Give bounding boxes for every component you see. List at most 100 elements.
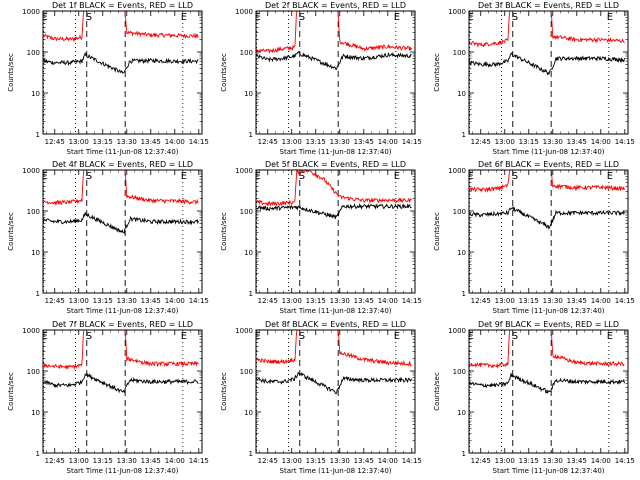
y-axis-label: Counts/sec — [433, 212, 441, 251]
marker-label: E — [607, 12, 613, 23]
panel-5: Det 5f BLACK = Events, RED = LLD Counts/s… — [220, 160, 422, 315]
panel-title: Det 4f BLACK = Events, RED = LLD — [52, 160, 193, 169]
x-tick-label: 14:15 — [189, 297, 209, 305]
series-line-red — [469, 169, 625, 193]
plot-frame — [42, 169, 203, 294]
x-axis-label: Start Time (11-Jun-08 12:37:40) — [280, 148, 392, 156]
panel-title: Det 6f BLACK = Events, RED = LLD — [478, 160, 619, 169]
y-axis-label: Counts/sec — [7, 53, 15, 92]
y-tick-label: 100 — [27, 208, 40, 216]
marker-label: S — [86, 12, 92, 23]
marker-label: E — [468, 171, 474, 182]
y-tick-label: 1 — [36, 450, 40, 458]
x-tick-label: 12:45 — [45, 138, 65, 146]
marker-label: E — [394, 12, 400, 23]
x-tick-label: 14:00 — [591, 297, 611, 305]
y-tick-label: 1 — [462, 131, 466, 139]
x-tick-label: 13:00 — [282, 138, 302, 146]
series-line-black — [256, 203, 412, 220]
y-tick-label: 1000 — [235, 327, 253, 335]
marker-label: S — [299, 171, 305, 182]
series-line-black — [256, 50, 412, 70]
plot-frame — [255, 169, 416, 294]
series-line-red — [43, 329, 199, 371]
y-tick-label: 100 — [240, 49, 253, 57]
x-tick-label: 13:45 — [567, 138, 587, 146]
marker-label: E — [607, 171, 613, 182]
x-tick-label: 13:45 — [141, 138, 161, 146]
y-tick-label: 1 — [249, 290, 253, 298]
y-tick-label: 1000 — [448, 8, 466, 16]
y-axis-label: Counts/sec — [220, 53, 228, 92]
x-tick-label: 14:00 — [165, 457, 185, 465]
x-tick-label: 13:30 — [543, 297, 563, 305]
y-tick-label: 1000 — [235, 167, 253, 175]
y-axis-label: Counts/sec — [220, 372, 228, 411]
y-tick-label: 1 — [249, 450, 253, 458]
y-axis-label: Counts/sec — [7, 212, 15, 251]
x-tick-label: 13:00 — [282, 297, 302, 305]
x-tick-label: 14:15 — [189, 138, 209, 146]
y-tick-label: 100 — [27, 49, 40, 57]
y-tick-label: 10 — [457, 90, 466, 98]
y-tick-label: 1000 — [22, 167, 40, 175]
x-tick-label: 13:15 — [519, 297, 539, 305]
x-tick-label: 14:00 — [165, 138, 185, 146]
x-tick-label: 13:15 — [306, 457, 326, 465]
marker-label: S — [86, 171, 92, 182]
x-axis-label: Start Time (11-Jun-08 12:37:40) — [280, 307, 392, 315]
series-line-red — [469, 329, 625, 369]
x-tick-label: 13:45 — [141, 297, 161, 305]
x-tick-label: 13:45 — [354, 138, 374, 146]
y-tick-label: 100 — [240, 208, 253, 216]
x-tick-label: 13:45 — [354, 457, 374, 465]
x-tick-label: 13:00 — [495, 138, 515, 146]
y-tick-label: 100 — [27, 368, 40, 376]
panel-title: Det 1f BLACK = Events, RED = LLD — [52, 1, 193, 10]
y-tick-label: 1000 — [448, 167, 466, 175]
x-axis-label: Start Time (11-Jun-08 12:37:40) — [493, 148, 605, 156]
plot-frame — [42, 329, 203, 454]
x-tick-label: 12:45 — [258, 138, 278, 146]
y-tick-label: 1 — [36, 131, 40, 139]
series-line-black — [43, 51, 199, 74]
panel-7: Det 7f BLACK = Events, RED = LLD Counts/s… — [7, 320, 209, 475]
x-tick-label: 13:30 — [330, 457, 350, 465]
marker-label: E — [468, 12, 474, 23]
x-tick-label: 13:45 — [567, 457, 587, 465]
y-tick-label: 10 — [31, 90, 40, 98]
x-tick-label: 13:00 — [69, 138, 89, 146]
x-axis-label: Start Time (11-Jun-08 12:37:40) — [67, 148, 179, 156]
x-tick-label: 13:00 — [282, 457, 302, 465]
x-axis-label: Start Time (11-Jun-08 12:37:40) — [493, 467, 605, 475]
x-tick-label: 12:45 — [258, 457, 278, 465]
y-tick-label: 10 — [31, 249, 40, 257]
marker-label: E — [181, 171, 187, 182]
x-tick-label: 13:30 — [543, 138, 563, 146]
x-tick-label: 13:15 — [306, 138, 326, 146]
x-tick-label: 13:45 — [141, 457, 161, 465]
x-tick-label: 14:15 — [189, 457, 209, 465]
x-tick-label: 13:00 — [69, 297, 89, 305]
y-tick-label: 100 — [240, 368, 253, 376]
plot-frame — [468, 10, 629, 135]
y-axis-label: Counts/sec — [433, 372, 441, 411]
y-tick-label: 1 — [36, 290, 40, 298]
series-line-red — [43, 10, 199, 42]
x-tick-label: 13:15 — [306, 297, 326, 305]
plot-frame — [468, 329, 629, 454]
y-tick-label: 1000 — [22, 327, 40, 335]
y-tick-label: 10 — [244, 90, 253, 98]
marker-label: E — [255, 12, 261, 23]
panel-2: Det 2f BLACK = Events, RED = LLD Counts/s… — [220, 1, 422, 156]
y-tick-label: 1 — [249, 131, 253, 139]
x-tick-label: 13:00 — [495, 297, 515, 305]
marker-label: E — [255, 171, 261, 182]
series-line-black — [469, 205, 625, 230]
x-tick-label: 14:00 — [378, 138, 398, 146]
x-tick-label: 13:15 — [519, 138, 539, 146]
marker-label: S — [512, 331, 518, 342]
x-tick-label: 14:15 — [615, 457, 635, 465]
x-tick-label: 13:30 — [117, 457, 137, 465]
x-tick-label: 13:30 — [543, 457, 563, 465]
